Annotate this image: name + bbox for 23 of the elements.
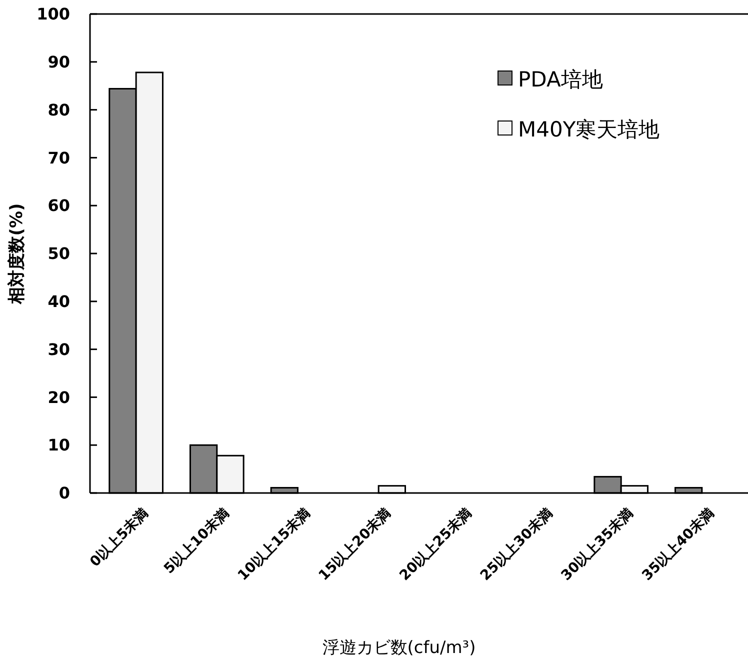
x-tick-label: 20以上25未満 <box>396 505 476 584</box>
y-tick-label: 20 <box>48 388 70 407</box>
x-tick-label: 5以上10未満 <box>161 505 233 578</box>
y-tick-label: 80 <box>48 100 70 120</box>
y-tick-label: 0 <box>58 484 70 503</box>
legend-label: M40Y寒天培地 <box>518 117 660 142</box>
x-tick-label: 35以上40未満 <box>639 505 718 584</box>
y-tick-label: 70 <box>48 148 70 168</box>
x-tick-label: 25以上30未満 <box>478 505 556 584</box>
y-tick-label: 40 <box>48 292 70 311</box>
y-tick-label: 60 <box>48 196 70 216</box>
y-axis-title: 相対度数(%) <box>7 203 27 305</box>
x-tick-label: 15以上20未満 <box>316 505 394 584</box>
y-tick-label: 10 <box>48 436 70 455</box>
y-tick-label: 100 <box>36 4 70 24</box>
x-tick-label: 0以上5未満 <box>87 505 152 570</box>
y-tick-label: 30 <box>48 340 70 359</box>
y-tick-label: 50 <box>48 244 70 264</box>
legend-label: PDA培地 <box>518 67 603 92</box>
x-tick-label: 30以上35未満 <box>558 505 637 584</box>
x-axis-title: 浮遊カビ数(cfu/m³) <box>322 638 476 658</box>
y-tick-label: 90 <box>48 52 70 72</box>
x-tick-label: 10以上15未満 <box>235 505 314 584</box>
